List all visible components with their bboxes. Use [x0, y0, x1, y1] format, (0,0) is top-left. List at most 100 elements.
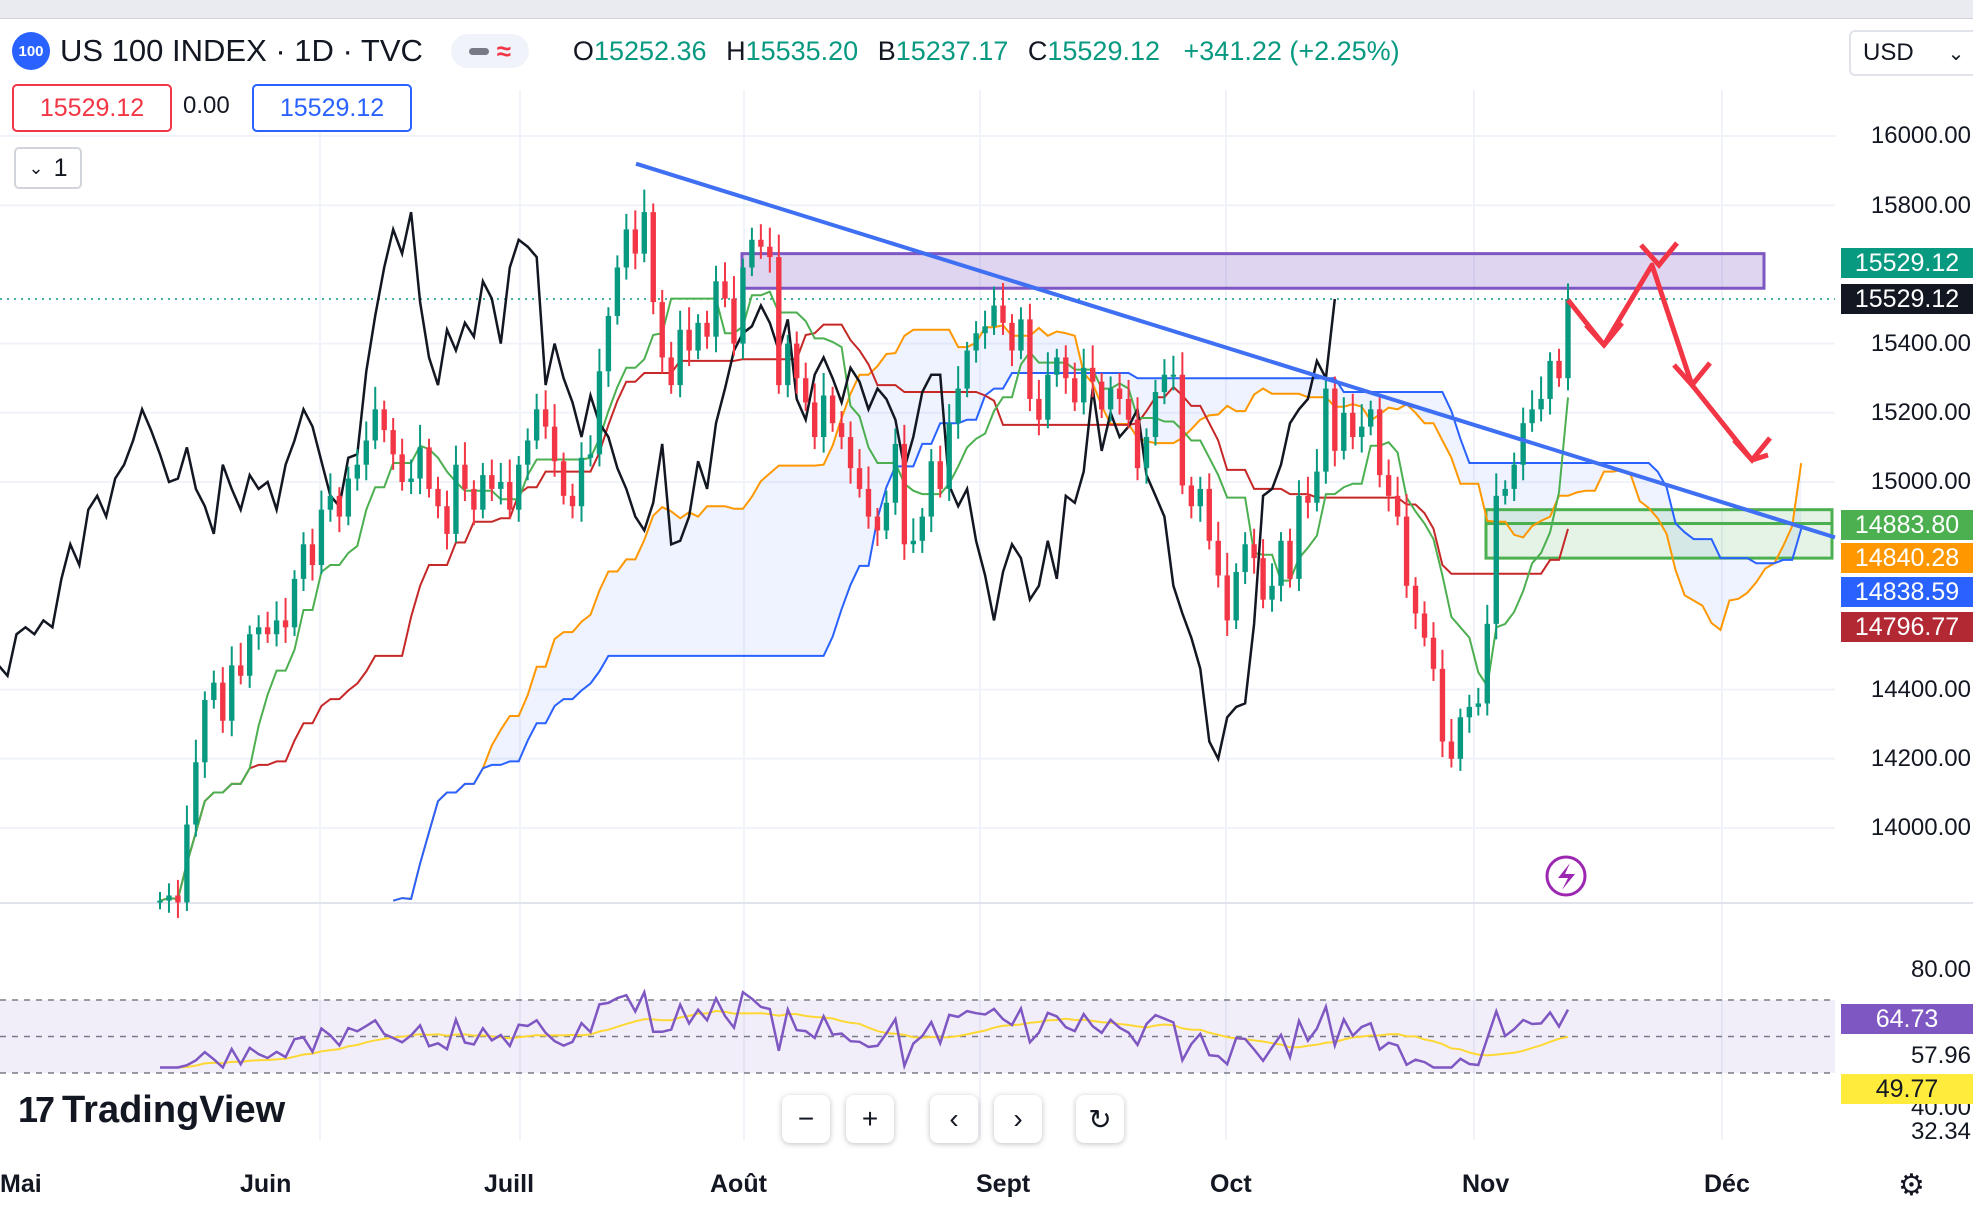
- candle-body: [937, 461, 943, 489]
- candle-body: [1421, 613, 1428, 638]
- candle-body: [928, 461, 934, 517]
- wave-icon[interactable]: ≈: [496, 36, 512, 66]
- ichimoku-cloud: [393, 325, 1802, 901]
- reset-chart-button[interactable]: ↻: [1076, 1095, 1124, 1143]
- scroll-right-button[interactable]: ›: [994, 1095, 1042, 1143]
- candle-body: [1170, 374, 1177, 377]
- candle-body: [1350, 412, 1356, 438]
- candle-body: [444, 506, 450, 534]
- sell-price-button[interactable]: 15529.12: [12, 84, 172, 132]
- candle-body: [202, 699, 208, 763]
- candle-body: [542, 409, 549, 427]
- candle-body: [1502, 488, 1508, 496]
- candle-body: [1197, 488, 1203, 507]
- quantity-selector[interactable]: ⌄ 1: [14, 147, 82, 189]
- candle-body: [776, 257, 782, 386]
- scroll-left-button[interactable]: ‹: [930, 1095, 978, 1143]
- currency-select[interactable]: USD ⌄: [1849, 30, 1973, 76]
- candle-body: [677, 329, 683, 386]
- candle-body: [650, 212, 656, 303]
- candle-body: [354, 464, 360, 479]
- candle-body: [1134, 419, 1141, 469]
- candle-body: [1116, 388, 1123, 399]
- tradingview-logo-icon: 17: [18, 1089, 55, 1130]
- candle-body: [1314, 471, 1320, 503]
- candle-body: [955, 388, 961, 424]
- tenkan-sen-line: [159, 290, 1569, 902]
- zoom-out-button[interactable]: −: [782, 1095, 830, 1143]
- candle-body: [462, 464, 468, 489]
- rsi-line: [160, 988, 1570, 1071]
- candle-body: [1054, 357, 1060, 375]
- candle-body: [381, 409, 387, 431]
- spread-value: 0.00: [183, 92, 230, 119]
- candle-body: [910, 540, 917, 545]
- candle-body: [291, 578, 298, 628]
- open-value: 15252.36: [593, 35, 707, 66]
- indicator-toggle-pill[interactable]: ≈: [450, 34, 529, 68]
- rsi-value-tag: 64.73: [1841, 1004, 1973, 1034]
- candle-body: [1394, 495, 1401, 517]
- candle-body: [390, 430, 396, 455]
- candle-body: [471, 488, 477, 510]
- candle-body: [1484, 623, 1490, 704]
- symbol-logo-icon[interactable]: 100: [12, 32, 50, 70]
- tradingview-logo[interactable]: 17 TradingView: [18, 1088, 285, 1132]
- rsi-axis-label: 80.00: [1910, 956, 1971, 983]
- candle-body: [1125, 398, 1132, 420]
- low-value: 15237.17: [895, 35, 1009, 66]
- settings-gear-icon[interactable]: ⚙: [1898, 1169, 1925, 1202]
- candle-body: [785, 343, 791, 386]
- collapse-icon[interactable]: [468, 47, 489, 55]
- candle-body: [901, 443, 908, 545]
- candle-body: [309, 544, 316, 566]
- candle-body: [1323, 388, 1329, 472]
- candle-body: [1000, 305, 1006, 323]
- senkou-span-b-line: [392, 372, 1803, 902]
- candle-body: [1269, 585, 1275, 600]
- candle-body: [345, 478, 352, 517]
- candle-body: [686, 329, 692, 351]
- candle-body: [1251, 544, 1257, 559]
- high-value: 15535.20: [745, 35, 859, 66]
- zoom-in-button[interactable]: +: [846, 1095, 894, 1143]
- candle-body: [1179, 374, 1186, 486]
- candle-body: [1143, 437, 1150, 469]
- buy-price-button[interactable]: 15529.12: [252, 84, 412, 132]
- candle-body: [1206, 488, 1212, 541]
- candle-body: [964, 350, 970, 389]
- symbol-title[interactable]: US 100 INDEX · 1D · TVC: [60, 33, 423, 68]
- candle-body: [1466, 706, 1473, 718]
- candle-body: [767, 246, 773, 258]
- candle-body: [453, 464, 459, 534]
- candle-body: [847, 437, 854, 469]
- candle-body: [220, 682, 226, 721]
- price-axis-label: 15800.00: [1870, 192, 1971, 219]
- candle-body: [829, 395, 836, 424]
- candle-body: [166, 895, 172, 901]
- rsi-axis-label: 32.34: [1910, 1118, 1971, 1145]
- candle-body: [336, 495, 343, 517]
- price-axis-label: 14200.00: [1870, 745, 1971, 772]
- close-label: C: [1027, 35, 1048, 66]
- candle-body: [426, 447, 432, 489]
- candle-body: [991, 305, 997, 327]
- candle-body: [417, 447, 423, 479]
- low-label: B: [877, 35, 896, 66]
- candle-body: [372, 409, 378, 441]
- candle-body: [820, 395, 827, 438]
- chevron-down-icon[interactable]: ⌄: [28, 157, 44, 178]
- candle-body: [605, 315, 612, 372]
- candle-body: [1457, 717, 1464, 759]
- candle-body: [794, 343, 800, 379]
- candle-body: [632, 229, 639, 254]
- candle-body: [551, 426, 558, 462]
- candle-body: [282, 620, 289, 628]
- reset-controls: ↻: [1076, 1095, 1124, 1145]
- kijun-sen-line: [159, 323, 1569, 902]
- candle-body: [255, 627, 262, 635]
- candle-body: [408, 478, 414, 482]
- candle-body: [1511, 464, 1517, 489]
- senkou-span-a-line: [392, 324, 1803, 902]
